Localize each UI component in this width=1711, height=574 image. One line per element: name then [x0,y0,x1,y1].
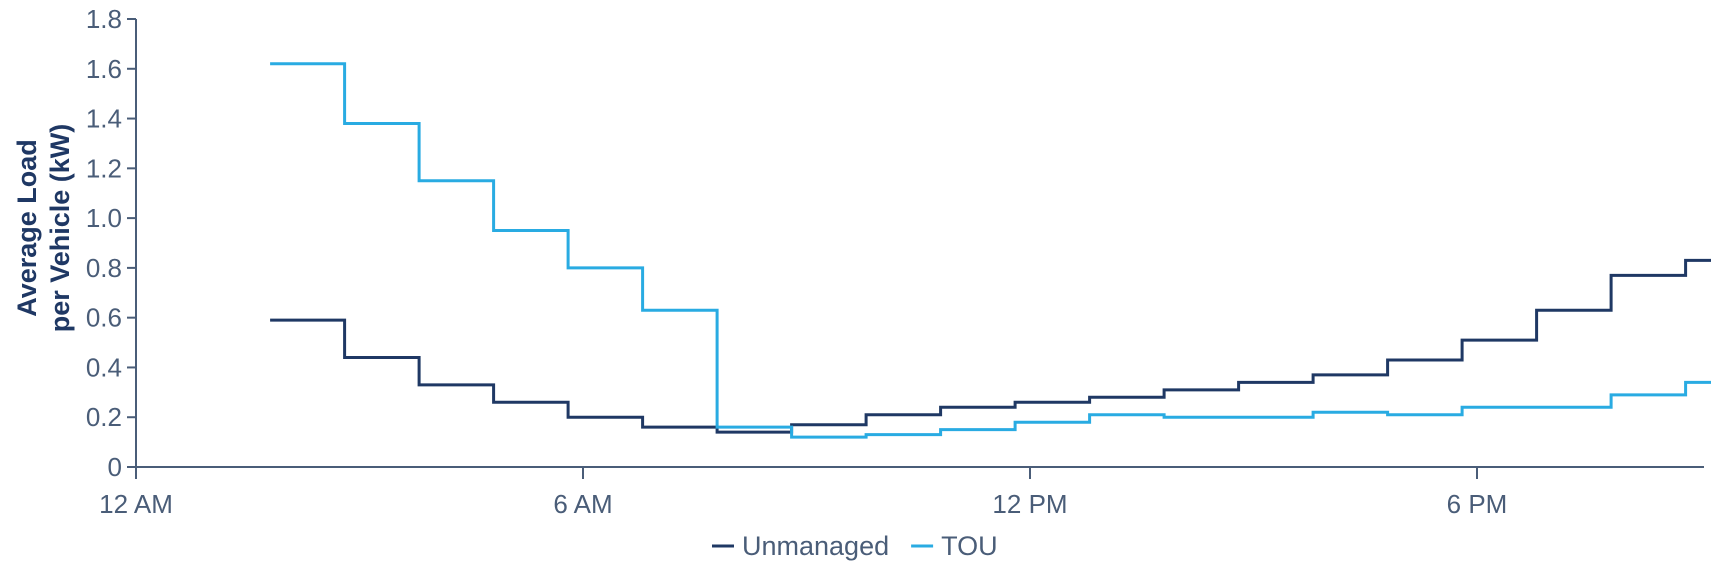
y-tick-label: 1.6 [86,54,122,84]
y-axis: 0 0.2 0.4 0.6 0.8 1.0 1.2 1.4 1.6 1.8 [86,4,137,482]
series-lines [270,62,1711,439]
y-tick-label: 0.6 [86,303,122,333]
y-tick-label: 1.0 [86,203,122,233]
y-tick-label: 1.8 [86,4,122,34]
x-tick-label: 6 AM [553,489,612,519]
legend: Unmanaged TOU [712,531,998,561]
y-tick-label: 1.2 [86,153,122,183]
x-tick-label: 6 PM [1447,489,1508,519]
legend-label: Unmanaged [742,531,889,561]
y-tick-label: 0.2 [86,402,122,432]
series-line-unmanaged [270,258,1711,434]
x-tick-label: 12 AM [99,489,173,519]
series-line-tou [270,62,1711,439]
y-axis-title: Average Load per Vehicle (kW) [12,124,75,333]
x-tick-label: 12 PM [992,489,1067,519]
y-tick-label: 1.4 [86,104,122,134]
y-tick-label: 0.8 [86,253,122,283]
y-axis-title-line: per Vehicle (kW) [45,124,75,333]
y-tick-label: 0.4 [86,352,122,382]
y-tick-label: 0 [108,452,122,482]
legend-label: TOU [941,531,998,561]
y-axis-title-line: Average Load [12,139,42,317]
